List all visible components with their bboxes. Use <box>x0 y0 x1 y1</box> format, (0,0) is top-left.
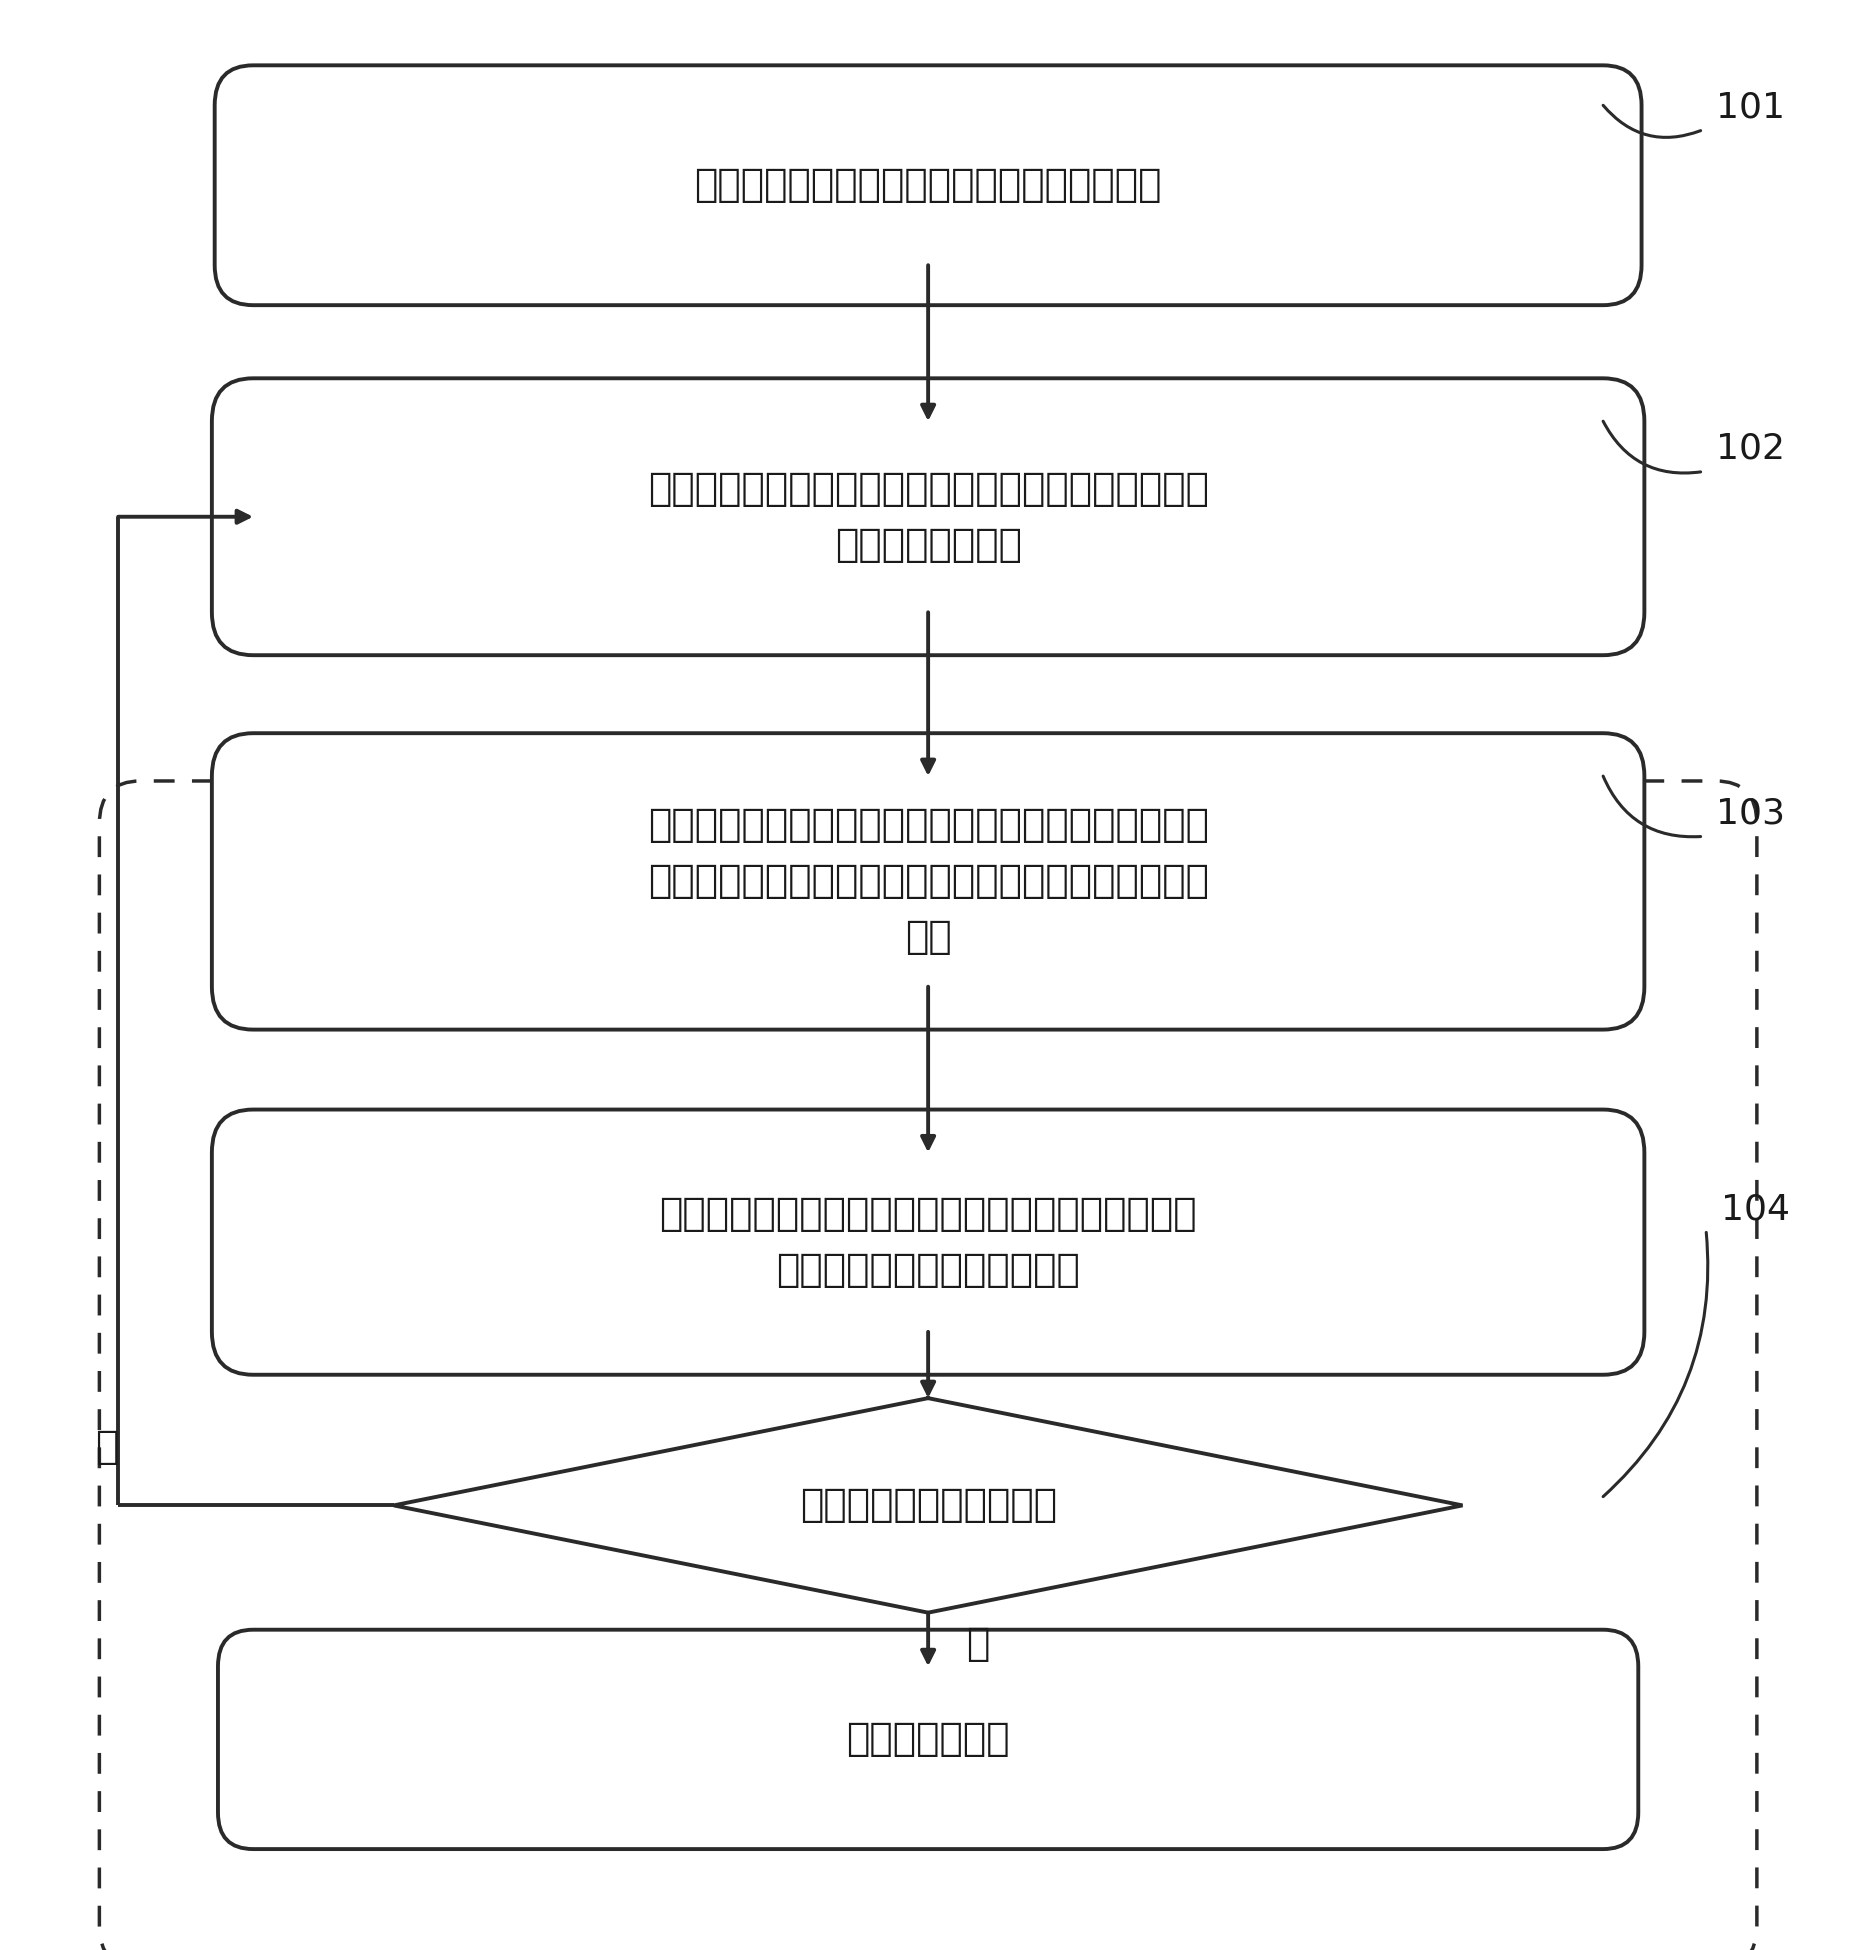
FancyBboxPatch shape <box>214 64 1642 304</box>
Text: 是否满足译码停止条件？: 是否满足译码停止条件？ <box>799 1486 1058 1525</box>
Text: 在最后一层的所有帧的校验节点和变量节点更新完成
后，对各帧译码结果进行判决: 在最后一层的所有帧的校验节点和变量节点更新完成 后，对各帧译码结果进行判决 <box>660 1195 1196 1289</box>
Text: 当第一层的所有帧的校验节点信息和变量节点信息更新
完成后，对下一层的所有帧的校验节点和变量节点进行
更新: 当第一层的所有帧的校验节点信息和变量节点信息更新 完成后，对下一层的所有帧的校验… <box>647 807 1209 956</box>
FancyBboxPatch shape <box>99 780 1757 1950</box>
Text: 是: 是 <box>966 1624 988 1663</box>
Text: 103: 103 <box>1716 796 1785 831</box>
FancyBboxPatch shape <box>218 1630 1639 1849</box>
Text: 根据对数似然比信息更新第一层的所有帧的校验节点信
息和变量节点信息: 根据对数似然比信息更新第一层的所有帧的校验节点信 息和变量节点信息 <box>647 470 1209 564</box>
FancyBboxPatch shape <box>212 378 1644 655</box>
Text: 停止译码并输出: 停止译码并输出 <box>846 1720 1011 1759</box>
FancyBboxPatch shape <box>212 733 1644 1030</box>
Text: 104: 104 <box>1721 1191 1791 1227</box>
Polygon shape <box>394 1398 1463 1613</box>
Text: 102: 102 <box>1716 431 1785 466</box>
Text: 逐帧对来自信道的对数似然比信息进行初始化: 逐帧对来自信道的对数似然比信息进行初始化 <box>694 166 1162 205</box>
Text: 否: 否 <box>96 1429 118 1466</box>
Text: 101: 101 <box>1716 90 1785 125</box>
FancyBboxPatch shape <box>212 1110 1644 1375</box>
